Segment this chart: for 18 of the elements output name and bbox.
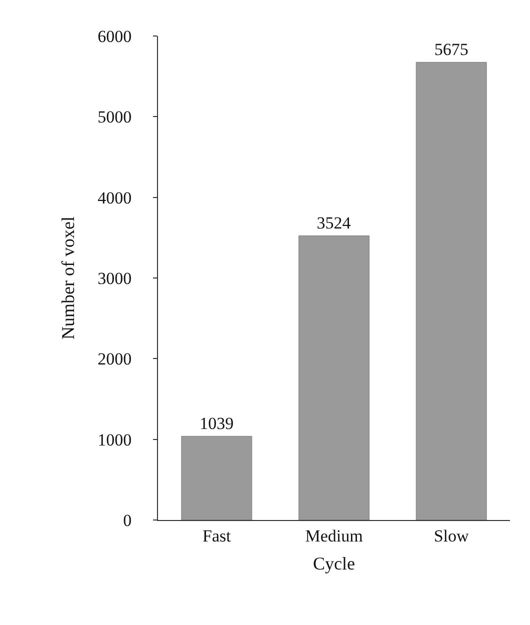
data-label: 3524 <box>316 214 352 233</box>
y-tick-label: 4000 <box>98 188 132 208</box>
y-tick-label: 6000 <box>98 26 132 46</box>
x-tick-label: Medium <box>305 526 363 546</box>
y-axis-title: Number of voxel <box>58 216 78 340</box>
y-tick-label: 0 <box>123 510 132 530</box>
y-tick-label: 2000 <box>98 350 132 369</box>
data-label: 5675 <box>434 40 468 60</box>
bar <box>416 62 487 520</box>
y-tick-label: 1000 <box>98 430 132 450</box>
x-tick-label: Slow <box>434 526 470 546</box>
bar <box>298 235 370 520</box>
data-label: 1039 <box>200 414 234 434</box>
x-tick-label: Fast <box>202 526 232 546</box>
y-tick-label: 5000 <box>98 108 132 127</box>
bar <box>181 436 252 520</box>
y-tick-label: 3000 <box>98 268 132 288</box>
x-axis-title: Cycle <box>313 554 355 574</box>
